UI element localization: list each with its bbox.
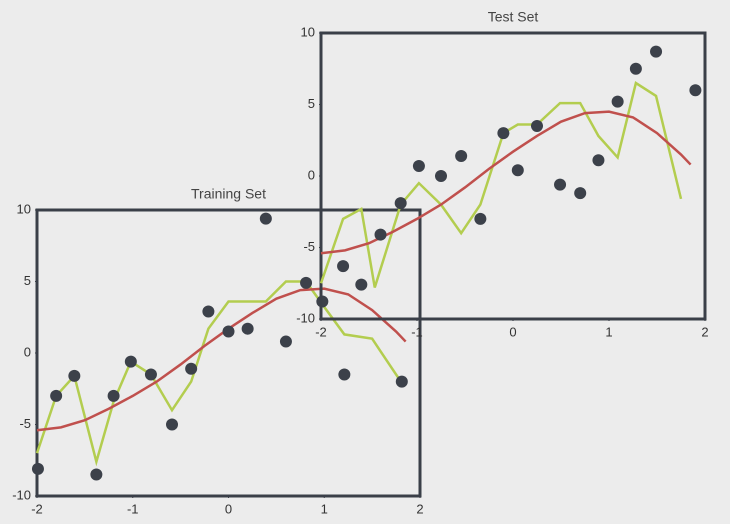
x-tick-label: 1 [321,501,328,516]
data-point [185,362,198,375]
data-point [31,462,44,475]
data-point [355,278,368,291]
y-tick-label: 5 [308,96,315,111]
data-point [300,276,313,289]
chart-title: Test Set [488,9,539,25]
data-point [629,62,642,75]
data-point [241,322,254,335]
x-tick-label: 0 [225,501,232,516]
data-point [68,369,81,382]
data-point [611,95,624,108]
y-tick-label: -10 [12,487,31,502]
data-point [124,355,137,368]
data-point [435,170,447,182]
data-point [511,164,524,177]
data-point [90,468,103,481]
data-point [592,154,605,167]
x-tick-label: 2 [701,324,708,339]
data-point [166,418,179,431]
data-point [497,127,510,140]
data-point [259,212,272,225]
data-point [650,45,663,58]
data-point [107,389,120,402]
data-point [689,84,702,97]
y-tick-label: 10 [17,201,31,216]
y-tick-label: -5 [303,239,315,254]
y-tick-label: -10 [296,310,315,325]
x-tick-label: -1 [411,324,423,339]
x-tick-label: -2 [31,501,43,516]
data-point [222,325,235,338]
y-tick-label: 0 [308,167,315,182]
data-point [531,119,543,132]
data-point [144,368,157,381]
data-point [338,368,351,381]
fit-line [319,81,683,288]
data-point [202,305,215,318]
x-tick-label: 0 [509,324,516,339]
data-point [395,375,408,388]
x-tick-label: -1 [127,501,139,516]
x-tick-label: -2 [315,324,327,339]
chart-title: Training Set [191,186,266,202]
y-tick-label: 0 [24,344,31,359]
y-tick-label: -5 [19,416,31,431]
data-point [50,389,63,402]
data-point [574,187,587,200]
x-tick-label: 2 [416,501,423,516]
data-point [554,178,567,191]
data-point [337,260,350,273]
data-point [374,228,387,241]
data-point [394,197,407,210]
data-point [455,149,468,162]
y-tick-label: 10 [301,24,315,39]
data-point [279,335,292,348]
data-point [474,212,487,225]
x-tick-label: 1 [605,324,612,339]
data-point [412,159,425,172]
y-tick-label: 5 [24,273,31,288]
